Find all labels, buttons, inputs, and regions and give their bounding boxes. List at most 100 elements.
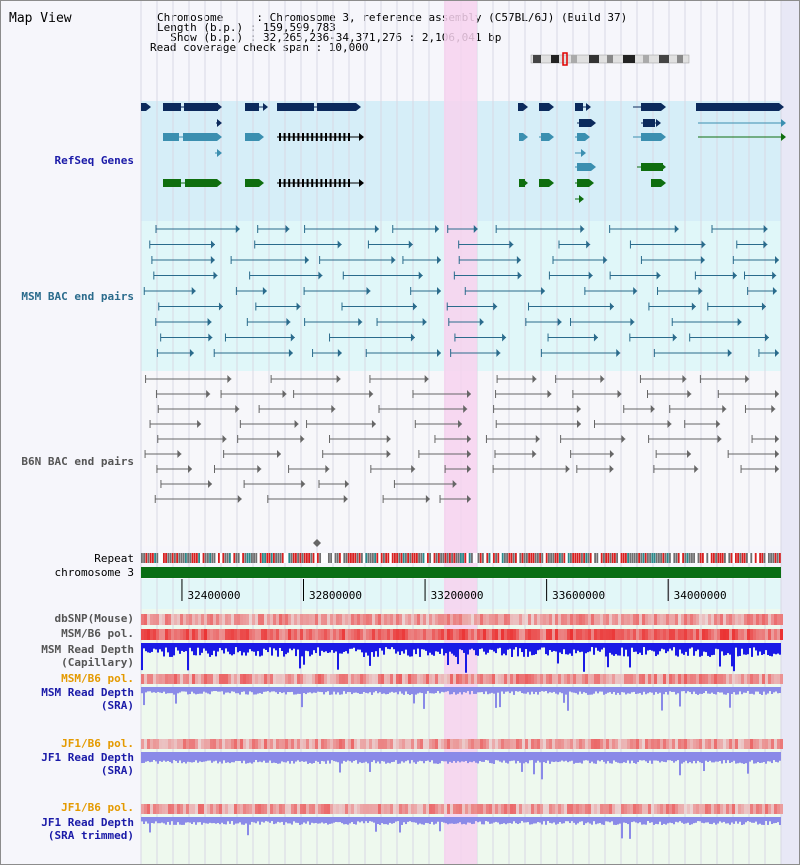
- msm-depth-cap-bar: [181, 643, 183, 651]
- jf1-b6-pol-mark: [501, 739, 504, 749]
- jf1-depth-sra-bar: [153, 752, 155, 761]
- dbsnp-mark: [546, 614, 549, 625]
- jf1-depth-trim-bar: [609, 817, 611, 823]
- msm-depth-sra-bar: [275, 687, 277, 693]
- msm-depth-sra-bar: [249, 687, 251, 692]
- jf1-depth-trim-bar: [387, 817, 389, 825]
- msm-depth-cap-bar: [761, 643, 763, 656]
- msm-depth-sra-bar: [463, 687, 465, 693]
- repeat-mark: [768, 553, 770, 563]
- ideogram-band: [623, 55, 635, 63]
- jf1-depth-trim-bar: [213, 817, 215, 824]
- repeat-mark: [545, 553, 548, 563]
- jf1-depth-sra-bar: [505, 752, 507, 763]
- track-label-refseq[interactable]: RefSeq Genes: [54, 154, 134, 167]
- jf1-depth-trim-bar: [699, 817, 701, 822]
- jf1-depth-trim-bar: [513, 817, 515, 822]
- jf1-depth-trim-bar: [275, 817, 277, 824]
- b6n-bac-pair-arrow: [467, 465, 471, 473]
- msm-b6-pol-mark: [699, 629, 702, 640]
- jf1-depth-sra-bar: [515, 752, 517, 764]
- track-label-msm-bac[interactable]: MSM BAC end pairs: [21, 290, 134, 303]
- jf1-b6-pol-mark: [705, 739, 708, 749]
- jf1-depth-trim-bar: [563, 817, 565, 824]
- dbsnp-mark: [696, 614, 699, 625]
- msm-b6-pol-mark: [393, 629, 396, 640]
- msm-depth-cap-bar: [233, 643, 235, 655]
- jf1-depth-trim-bar: [771, 817, 773, 825]
- jf1-depth-sra-bar: [683, 752, 685, 763]
- jf1-b6-pol-trim-mark: [234, 804, 237, 814]
- jf1-depth-trim-bar: [703, 817, 705, 824]
- dbsnp-mark: [279, 614, 282, 625]
- repeat-mark: [583, 553, 585, 563]
- dbsnp-mark: [726, 614, 729, 625]
- jf1-depth-trim-bar: [643, 817, 645, 825]
- jf1-depth-trim-bar: [421, 817, 423, 825]
- msm-depth-cap-bar: [169, 643, 171, 657]
- jf1-b6-pol-trim-mark: [402, 804, 405, 814]
- jf1-depth-sra-bar: [517, 752, 519, 762]
- ideogram-band: [643, 55, 649, 63]
- b6n-bac-pair-arrow: [600, 375, 605, 383]
- msm-b6-pol-sra-mark: [519, 674, 522, 684]
- jf1-b6-pol-trim-mark: [438, 804, 441, 814]
- msm-b6-pol-sra-mark: [372, 674, 375, 684]
- msm-depth-sra-bar: [547, 687, 549, 694]
- msm-depth-cap-bar: [499, 643, 501, 648]
- jf1-b6-pol-mark: [651, 739, 654, 749]
- refseq-gene-exon: [539, 103, 549, 111]
- msm-depth-cap-bar: [433, 643, 435, 656]
- msm-b6-pol-mark: [624, 629, 627, 640]
- jf1-b6-pol-trim-mark: [246, 804, 249, 814]
- track-label-jf1-b6-pol-trim: JF1/B6 pol.: [61, 801, 134, 814]
- msm-depth-cap-bar: [151, 643, 153, 652]
- msm-depth-sra-bar: [307, 687, 309, 693]
- jf1-depth-sra-bar: [697, 752, 699, 761]
- msm-depth-sra-bar: [309, 687, 311, 693]
- jf1-b6-pol-trim-mark: [207, 804, 210, 814]
- jf1-b6-pol-mark: [405, 739, 408, 749]
- repeat-mark: [220, 553, 222, 563]
- jf1-b6-pol-trim-mark: [384, 804, 387, 814]
- msm-depth-sra-bar: [441, 687, 443, 692]
- msm-depth-cap-bar: [411, 643, 413, 657]
- msm-b6-pol-sra-mark: [375, 674, 378, 684]
- msm-b6-pol-sra-mark: [306, 674, 309, 684]
- jf1-depth-trim-bar: [285, 817, 287, 823]
- msm-b6-pol-mark: [276, 629, 279, 640]
- msm-depth-cap-bar: [655, 643, 657, 657]
- jf1-depth-trim-bar: [291, 817, 293, 825]
- repeat-mark: [638, 553, 640, 563]
- msm-b6-pol-sra-mark: [270, 674, 273, 684]
- jf1-depth-sra-bar: [277, 752, 279, 764]
- jf1-b6-pol-mark: [354, 739, 357, 749]
- msm-b6-pol-mark: [234, 629, 237, 640]
- msm-depth-sra-bar: [583, 687, 585, 693]
- msm-depth-sra-bar: [541, 687, 543, 692]
- msm-depth-sra-bar: [649, 687, 651, 693]
- jf1-b6-pol-trim-mark: [489, 804, 492, 814]
- msm-depth-cap-bar: [407, 643, 409, 656]
- jf1-depth-trim-bar: [161, 817, 163, 823]
- repeat-mark: [728, 553, 731, 563]
- repeat-mark: [754, 553, 757, 563]
- jf1-depth-sra-bar: [155, 752, 157, 762]
- jf1-depth-trim-bar: [583, 817, 585, 825]
- msm-b6-pol-sra-mark: [144, 674, 147, 684]
- repeat-mark: [380, 553, 383, 563]
- jf1-depth-sra-bar: [691, 752, 693, 764]
- repeat-mark: [600, 553, 603, 563]
- jf1-b6-pol-trim-mark: [678, 804, 681, 814]
- jf1-b6-pol-mark: [510, 739, 513, 749]
- dbsnp-mark: [402, 614, 405, 625]
- msm-b6-pol-mark: [147, 629, 150, 640]
- msm-bac-pair-arrow: [235, 225, 240, 233]
- repeat-mark: [275, 553, 277, 563]
- jf1-depth-sra-bar: [605, 752, 607, 764]
- b6n-bac-pair-arrow: [411, 465, 416, 473]
- track-label-b6n-bac[interactable]: B6N BAC end pairs: [21, 455, 134, 468]
- msm-depth-sra-bar: [225, 687, 227, 693]
- repeat-mark: [317, 553, 319, 563]
